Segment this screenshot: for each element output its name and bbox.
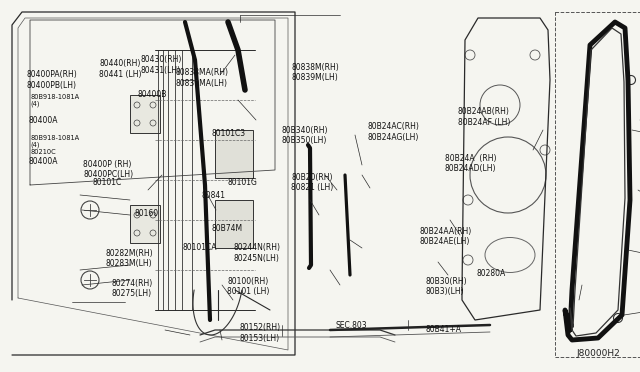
FancyBboxPatch shape [130, 95, 160, 133]
Text: 80400PA(RH)
80400PB(LH): 80400PA(RH) 80400PB(LH) [27, 70, 77, 90]
Text: 80400A: 80400A [29, 157, 58, 166]
Text: 80B20(RH)
80821 (LH): 80B20(RH) 80821 (LH) [291, 173, 333, 192]
Text: 80841: 80841 [202, 191, 226, 200]
Text: 80430(RH)
80431(LH): 80430(RH) 80431(LH) [141, 55, 182, 75]
Text: J80000H2: J80000H2 [576, 349, 620, 358]
Text: 80B30(RH)
80B3)(LH): 80B30(RH) 80B3)(LH) [426, 277, 467, 296]
Text: 80101CA: 80101CA [182, 243, 217, 252]
Text: 80B340(RH)
80B350(LH): 80B340(RH) 80B350(LH) [282, 126, 328, 145]
Text: 80101C: 80101C [93, 178, 122, 187]
Text: 80B24AB(RH)
80B24AF (LH): 80B24AB(RH) 80B24AF (LH) [458, 108, 510, 127]
Text: 80100(RH)
80101 (LH): 80100(RH) 80101 (LH) [227, 277, 269, 296]
Text: 80244N(RH)
80245N(LH): 80244N(RH) 80245N(LH) [234, 243, 280, 263]
Text: 80B24AA(RH)
80B24AE(LH): 80B24AA(RH) 80B24AE(LH) [419, 227, 472, 246]
Text: 80160: 80160 [134, 209, 159, 218]
Text: 80B918-1081A
(4)
80210C: 80B918-1081A (4) 80210C [31, 135, 80, 155]
Text: 80400P (RH)
80400PC(LH): 80400P (RH) 80400PC(LH) [83, 160, 133, 179]
Text: 80101C3: 80101C3 [211, 129, 245, 138]
Text: 80B918-1081A
(4): 80B918-1081A (4) [31, 94, 80, 107]
FancyBboxPatch shape [215, 200, 253, 248]
Text: 80B41+A: 80B41+A [426, 325, 461, 334]
Text: SEC.803: SEC.803 [336, 321, 367, 330]
Text: 80101G: 80101G [227, 178, 257, 187]
Text: 80152(RH)
80153(LH): 80152(RH) 80153(LH) [240, 323, 281, 343]
Text: 80838M(RH)
80839M(LH): 80838M(RH) 80839M(LH) [291, 63, 339, 82]
Text: 80280A: 80280A [477, 269, 506, 278]
Text: 80838MA(RH)
80839MA(LH): 80838MA(RH) 80839MA(LH) [176, 68, 229, 88]
Text: 80400A: 80400A [29, 116, 58, 125]
Text: 80B74M: 80B74M [211, 224, 243, 233]
Text: 80B24AC(RH)
80B24AG(LH): 80B24AC(RH) 80B24AG(LH) [368, 122, 420, 142]
Text: 80B24A  (RH)
80B24AD(LH): 80B24A (RH) 80B24AD(LH) [445, 154, 496, 173]
Text: 80400B: 80400B [138, 90, 167, 99]
FancyBboxPatch shape [215, 130, 253, 178]
Text: 80274(RH)
80275(LH): 80274(RH) 80275(LH) [112, 279, 153, 298]
Text: 80440(RH)
80441 (LH): 80440(RH) 80441 (LH) [99, 59, 141, 78]
FancyBboxPatch shape [130, 205, 160, 243]
Text: 80282M(RH)
80283M(LH): 80282M(RH) 80283M(LH) [106, 249, 153, 268]
